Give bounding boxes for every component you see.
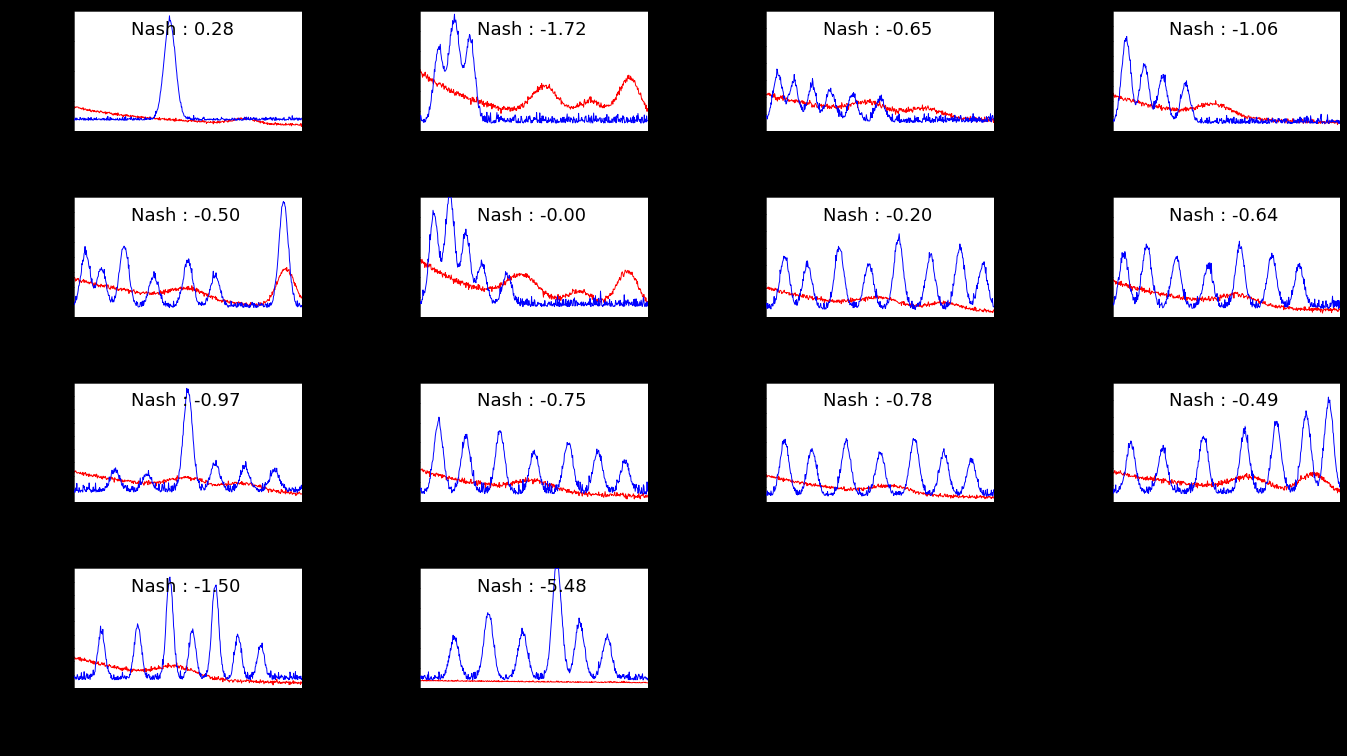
Y-axis label: Q(mm/hr): Q(mm/hr) [381, 597, 395, 658]
Text: Nash : -1.50: Nash : -1.50 [131, 578, 240, 596]
Y-axis label: Q(mm/hr): Q(mm/hr) [35, 226, 48, 287]
Text: Nash : -0.64: Nash : -0.64 [1169, 206, 1278, 225]
Text: Nash : 0.28: Nash : 0.28 [131, 21, 234, 39]
Y-axis label: Q(mm/hr): Q(mm/hr) [1074, 41, 1087, 102]
Text: Time(hrs): Time(hrs) [1196, 421, 1257, 434]
Text: Nash : -1.72: Nash : -1.72 [477, 21, 587, 39]
Y-axis label: Q(mm/hr): Q(mm/hr) [1074, 226, 1087, 287]
Y-axis label: Q(mm/hr): Q(mm/hr) [381, 412, 395, 473]
Text: Nash : -0.00: Nash : -0.00 [477, 206, 586, 225]
Text: Nash : -0.75: Nash : -0.75 [477, 392, 587, 411]
X-axis label: Time(hrs): Time(hrs) [504, 723, 564, 736]
Text: Nash : -0.78: Nash : -0.78 [823, 392, 932, 411]
Y-axis label: Q(mm/hr): Q(mm/hr) [727, 226, 741, 287]
Text: Nash : -0.49: Nash : -0.49 [1169, 392, 1278, 411]
Text: Nash : -0.20: Nash : -0.20 [823, 206, 932, 225]
Y-axis label: Q(mm/hr): Q(mm/hr) [35, 41, 48, 102]
Text: Time(hrs): Time(hrs) [850, 421, 911, 434]
Y-axis label: Q(mm/hr): Q(mm/hr) [381, 41, 395, 102]
Y-axis label: Q(mm/hr): Q(mm/hr) [1074, 412, 1087, 473]
Text: Nash : -0.97: Nash : -0.97 [131, 392, 241, 411]
X-axis label: Time(hrs): Time(hrs) [158, 723, 218, 736]
Y-axis label: Q(mm/hr): Q(mm/hr) [381, 226, 395, 287]
Text: Nash : -1.06: Nash : -1.06 [1169, 21, 1278, 39]
Text: Nash : -0.50: Nash : -0.50 [131, 206, 240, 225]
Y-axis label: Q(mm/hr): Q(mm/hr) [727, 412, 741, 473]
Y-axis label: Q(mm/hr): Q(mm/hr) [727, 41, 741, 102]
Text: Nash : -0.65: Nash : -0.65 [823, 21, 932, 39]
Y-axis label: Q(mm/hr): Q(mm/hr) [35, 412, 48, 473]
Y-axis label: Q(mm/hr): Q(mm/hr) [35, 597, 48, 658]
Text: Nash : -5.48: Nash : -5.48 [477, 578, 587, 596]
